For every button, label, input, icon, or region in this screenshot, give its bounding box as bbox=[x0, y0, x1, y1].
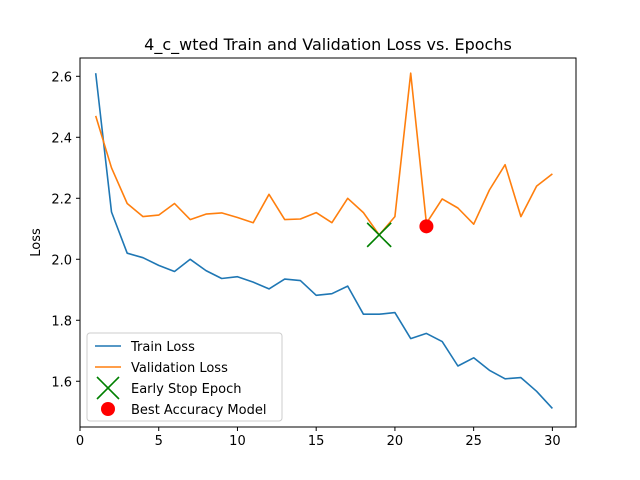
x-tick-label: 20 bbox=[387, 434, 404, 449]
legend-label: Train Loss bbox=[130, 340, 195, 355]
x-tick-label: 0 bbox=[76, 434, 84, 449]
x-tick-label: 30 bbox=[544, 434, 561, 449]
legend-item: Best Accuracy Model bbox=[101, 402, 266, 418]
early-stop-marker bbox=[366, 222, 392, 248]
legend-swatch bbox=[101, 402, 115, 416]
x-tick-label: 5 bbox=[155, 434, 163, 449]
chart-title: 4_c_wted Train and Validation Loss vs. E… bbox=[144, 35, 512, 55]
validation-loss-line bbox=[94, 72, 553, 236]
x-tick-label: 10 bbox=[229, 434, 246, 449]
x-tick-label: 15 bbox=[308, 434, 325, 449]
legend: Train Loss Validation Loss Early Stop Epoc… bbox=[86, 332, 283, 422]
train-loss-line bbox=[94, 73, 553, 409]
legend-box bbox=[86, 332, 283, 422]
legend-label: Early Stop Epoch bbox=[131, 382, 241, 397]
y-axis-label: Loss bbox=[29, 228, 44, 257]
legend-item: Validation Loss bbox=[95, 361, 228, 376]
best-accuracy-marker bbox=[419, 219, 434, 234]
y-tick-label: 1.8 bbox=[51, 314, 72, 329]
y-tick-label: 2.4 bbox=[51, 131, 72, 146]
legend-item: Train Loss bbox=[95, 340, 195, 355]
x-tick-label: 25 bbox=[465, 434, 482, 449]
legend-swatch bbox=[96, 376, 120, 400]
y-tick-label: 1.6 bbox=[51, 375, 72, 390]
y-tick-label: 2.0 bbox=[51, 253, 72, 268]
plot-area bbox=[94, 72, 553, 409]
axes: 0 5 10 15 20 25 30 1.6 1.8 2.0 2.2 2.4 2.6 bbox=[51, 70, 560, 449]
legend-label: Validation Loss bbox=[131, 361, 228, 376]
legend-item: Early Stop Epoch bbox=[96, 376, 241, 400]
legend-label: Best Accuracy Model bbox=[131, 403, 266, 418]
y-tick-label: 2.6 bbox=[51, 70, 72, 85]
y-tick-label: 2.2 bbox=[51, 192, 72, 207]
plot-frame bbox=[79, 57, 577, 428]
